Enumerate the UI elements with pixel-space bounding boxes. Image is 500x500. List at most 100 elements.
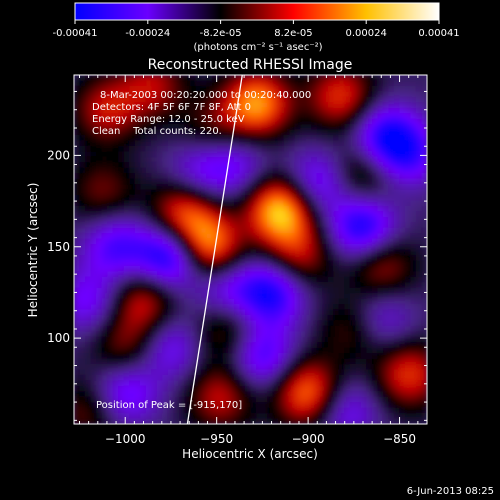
heatmap-cell (228, 325, 235, 332)
heatmap-cell (388, 162, 395, 169)
heatmap-cell (294, 216, 301, 223)
heatmap-cell (222, 413, 230, 420)
heatmap-cell (283, 287, 290, 294)
heatmap-cell (233, 200, 241, 207)
heatmap-cell (256, 96, 263, 103)
heatmap-cell (300, 118, 307, 125)
heatmap-cell (289, 211, 296, 218)
heatmap-cell (173, 85, 180, 92)
heatmap-cell (96, 314, 103, 321)
heatmap-cell (322, 407, 329, 414)
heatmap-cell (267, 227, 274, 234)
heatmap-cell (360, 325, 367, 332)
heatmap-cell (140, 282, 147, 289)
heatmap-cell (151, 287, 158, 294)
heatmap-cell (410, 145, 417, 152)
heatmap-cell (250, 396, 257, 403)
heatmap-cell (79, 304, 86, 311)
heatmap-cell (377, 124, 384, 131)
heatmap-cell (404, 222, 412, 229)
heatmap-cell (140, 222, 147, 229)
heatmap-cell (261, 320, 268, 327)
heatmap-cell (167, 113, 174, 120)
heatmap-cell (399, 238, 406, 245)
heatmap-cell (316, 118, 323, 125)
heatmap-cell (327, 238, 334, 245)
heatmap-cell (349, 380, 356, 387)
heatmap-cell (311, 325, 318, 332)
heatmap-cell (300, 156, 307, 163)
heatmap-cell (96, 391, 103, 398)
heatmap-cell (256, 282, 263, 289)
heatmap-cell (79, 244, 86, 251)
heatmap-cell (96, 282, 103, 289)
heatmap-cell (178, 418, 185, 424)
heatmap-cell (79, 107, 86, 114)
heatmap-cell (200, 369, 207, 376)
heatmap-cell (338, 91, 345, 98)
heatmap-cell (360, 162, 367, 169)
heatmap-cell (118, 396, 125, 403)
heatmap-cell (283, 413, 290, 420)
heatmap-cell (272, 336, 279, 343)
heatmap-cell (377, 402, 384, 409)
heatmap-cell (311, 222, 318, 229)
heatmap-cell (233, 211, 241, 218)
heatmap-cell (322, 167, 329, 174)
heatmap-cell (156, 298, 163, 305)
heatmap-cell (388, 85, 395, 92)
heatmap-cell (156, 331, 163, 338)
heatmap-cell (300, 238, 307, 245)
heatmap-cell (189, 211, 196, 218)
heatmap-cell (118, 407, 125, 414)
heatmap-cell (316, 167, 323, 174)
heatmap-cell (101, 211, 108, 218)
heatmap-cell (239, 156, 246, 163)
heatmap-cell (311, 194, 318, 202)
heatmap-cell (388, 358, 395, 365)
heatmap-cell (112, 80, 119, 87)
heatmap-cell (162, 75, 169, 82)
heatmap-cell (173, 216, 180, 223)
heatmap-cell (316, 211, 323, 218)
heatmap-cell (393, 309, 401, 316)
heatmap-cell (250, 254, 257, 261)
heatmap-cell (134, 233, 141, 240)
heatmap-cell (327, 342, 334, 349)
heatmap-cell (289, 124, 296, 131)
heatmap-cell (377, 134, 384, 142)
heatmap-cell (300, 309, 307, 316)
heatmap-cell (156, 134, 163, 142)
heatmap-cell (267, 222, 274, 229)
heatmap-cell (382, 145, 389, 152)
heatmap-cell (140, 244, 147, 251)
heatmap-cell (283, 391, 290, 398)
heatmap-cell (129, 189, 136, 196)
heatmap-cell (189, 227, 196, 234)
heatmap-cell (410, 293, 417, 300)
heatmap-cell (360, 222, 367, 229)
heatmap-cell (410, 402, 417, 409)
heatmap-cell (85, 364, 92, 371)
heatmap-cell (410, 184, 417, 191)
heatmap-cell (211, 325, 219, 332)
heatmap-cell (228, 287, 235, 294)
heatmap-cell (349, 353, 356, 360)
heatmap-cell (261, 96, 268, 103)
heatmap-cell (96, 85, 103, 92)
heatmap-cell (189, 282, 196, 289)
heatmap-cell (366, 184, 373, 191)
heatmap-cell (382, 282, 389, 289)
colorbar-tick-label: -8.2e-05 (200, 28, 242, 39)
heatmap-cell (178, 238, 185, 245)
heatmap-cell (79, 173, 86, 180)
heatmap-cell (399, 134, 406, 142)
heatmap-cell (338, 282, 345, 289)
heatmap-cell (184, 249, 191, 256)
heatmap-cell (338, 347, 345, 354)
heatmap-cell (134, 331, 141, 338)
heatmap-cell (134, 249, 141, 256)
heatmap-cell (355, 396, 362, 403)
heatmap-cell (140, 391, 147, 398)
heatmap-cell (256, 134, 263, 142)
